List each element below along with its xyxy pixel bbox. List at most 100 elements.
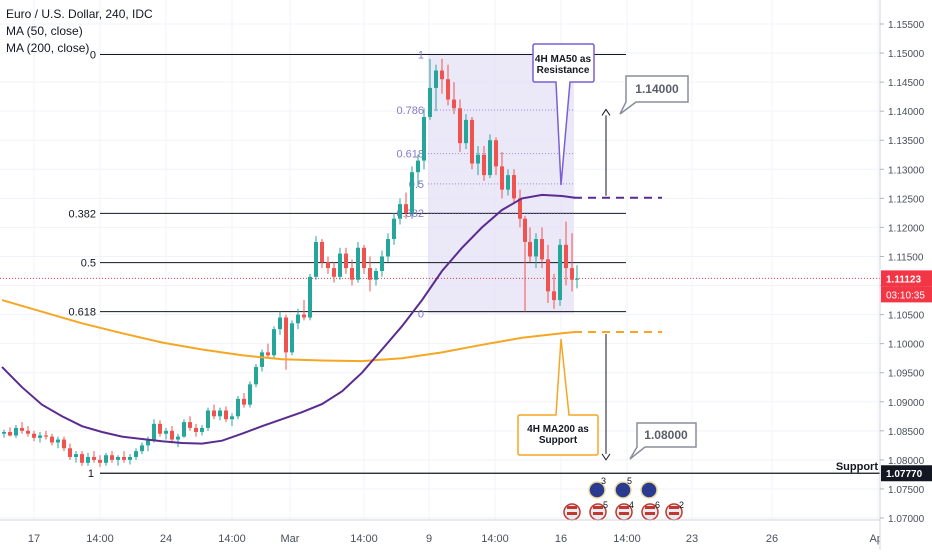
candle[interactable] [314,241,318,277]
candle[interactable] [200,427,204,432]
candle[interactable] [332,268,336,277]
eu-event-icon[interactable] [640,481,658,499]
candle[interactable] [170,430,174,440]
eu-event-icon[interactable] [588,481,606,499]
candle[interactable] [158,423,162,434]
candle[interactable] [74,454,78,457]
symbol-title[interactable]: Euro / U.S. Dollar, 240, IDC [6,7,153,21]
candle[interactable] [50,436,54,443]
candle[interactable] [570,268,574,280]
ma200-legend[interactable]: MA (200, close) [6,41,90,55]
current-price-tag[interactable] [881,270,932,287]
support-price-tag[interactable] [881,465,932,482]
ma200-line[interactable] [1,299,576,363]
candle[interactable] [38,435,42,438]
candle[interactable] [440,70,444,80]
candle[interactable] [458,108,462,144]
candle[interactable] [230,416,234,420]
candle[interactable] [470,119,474,164]
candle[interactable] [68,448,72,457]
candle[interactable] [320,241,324,263]
candle[interactable] [176,436,180,440]
candle[interactable] [452,99,456,109]
candle[interactable] [528,241,532,257]
candle[interactable] [302,314,306,318]
candle[interactable] [134,451,138,457]
candle[interactable] [2,431,6,434]
candle[interactable] [558,244,562,301]
candle[interactable] [552,291,556,301]
candle[interactable] [260,352,264,367]
candle[interactable] [8,431,12,436]
candle[interactable] [254,366,258,385]
candle[interactable] [284,317,288,353]
candle[interactable] [326,262,330,269]
candle[interactable] [575,278,579,280]
candle[interactable] [296,314,300,324]
candle[interactable] [290,323,294,353]
candle[interactable] [14,427,18,436]
candle[interactable] [146,439,150,446]
candle[interactable] [482,154,486,176]
candle[interactable] [398,204,402,219]
candle[interactable] [546,259,550,292]
candle[interactable] [523,218,527,242]
candle[interactable] [182,422,186,437]
candle[interactable] [44,435,48,437]
candle[interactable] [152,423,156,440]
candle[interactable] [386,239,390,257]
candle[interactable] [248,384,252,405]
price-label-box-2[interactable] [629,422,697,460]
ma50-legend[interactable]: MA (50, close) [6,24,83,38]
candle[interactable] [122,456,126,460]
ma50-line[interactable] [1,193,576,445]
candle[interactable] [512,175,516,199]
candle[interactable] [32,433,36,438]
candle[interactable] [416,160,420,173]
candle[interactable] [26,430,30,434]
candle[interactable] [116,456,120,460]
candle[interactable] [488,140,492,176]
candle[interactable] [356,247,360,280]
candle[interactable] [410,172,414,213]
candle[interactable] [56,439,60,443]
candle[interactable] [446,79,450,100]
candle[interactable] [212,410,216,417]
ma50-callout-box[interactable] [532,43,595,186]
candle[interactable] [540,239,544,260]
candle[interactable] [194,427,198,432]
candle[interactable] [218,410,222,417]
candle[interactable] [236,398,240,417]
candle[interactable] [224,410,228,420]
candle[interactable] [206,410,210,428]
candle[interactable] [278,317,282,330]
candle[interactable] [110,455,114,460]
candle[interactable] [20,427,24,431]
candle[interactable] [500,166,504,190]
candle[interactable] [140,445,144,452]
candle[interactable] [350,268,354,280]
candle[interactable] [80,454,84,463]
candle[interactable] [272,329,276,356]
candle[interactable] [338,253,342,277]
candle[interactable] [564,244,568,269]
candle[interactable] [404,204,408,213]
candle[interactable] [344,253,348,269]
candle[interactable] [98,459,102,463]
eu-event-icon[interactable] [614,481,632,499]
candle[interactable] [242,398,246,405]
candle[interactable] [392,218,396,240]
candle[interactable] [368,268,372,280]
candle[interactable] [104,455,108,463]
price-label-box-1[interactable] [619,75,689,115]
candle[interactable] [164,430,168,434]
candle[interactable] [308,276,312,318]
candle[interactable] [464,119,468,144]
candle[interactable] [128,456,132,460]
candle[interactable] [434,70,438,88]
candle[interactable] [494,140,498,167]
candle[interactable] [266,352,270,356]
candle[interactable] [518,198,522,219]
